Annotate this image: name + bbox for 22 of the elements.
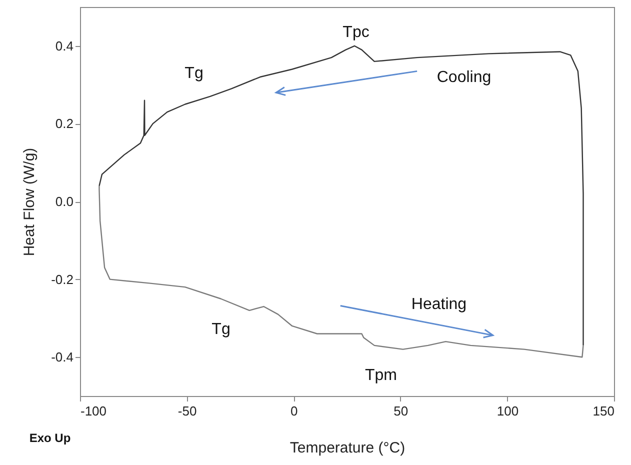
line-series [98, 45, 584, 346]
line-series [98, 185, 584, 358]
annotation: Tg [184, 65, 204, 82]
y-tick-label: 0.2 [55, 116, 74, 132]
x-tick-label: 0 [290, 404, 298, 418]
annotation: Tpm [365, 367, 397, 384]
y-tick-label: 0.0 [55, 194, 74, 209]
text: Exo Up [29, 431, 71, 445]
y-tick-label: -0.2 [51, 272, 74, 287]
y-axis-title: Heat Flow (W/g) [21, 148, 38, 256]
y-tick-label: -0.4 [51, 350, 74, 365]
x-tick-label: -100 [80, 404, 107, 418]
x-tick-label: 50 [394, 404, 408, 418]
x-tick-label: -50 [178, 404, 197, 418]
y-tick-label: 0.4 [55, 38, 74, 54]
annotation: Tg [212, 321, 230, 338]
annotation: Cooling [436, 69, 492, 86]
x-tick-label: 100 [496, 404, 519, 418]
annotation: Heating [411, 296, 467, 313]
annotation: Tpc [342, 24, 370, 41]
x-tick-label: 150 [592, 404, 614, 418]
x-axis-title: Temperature (°C) [290, 440, 406, 456]
